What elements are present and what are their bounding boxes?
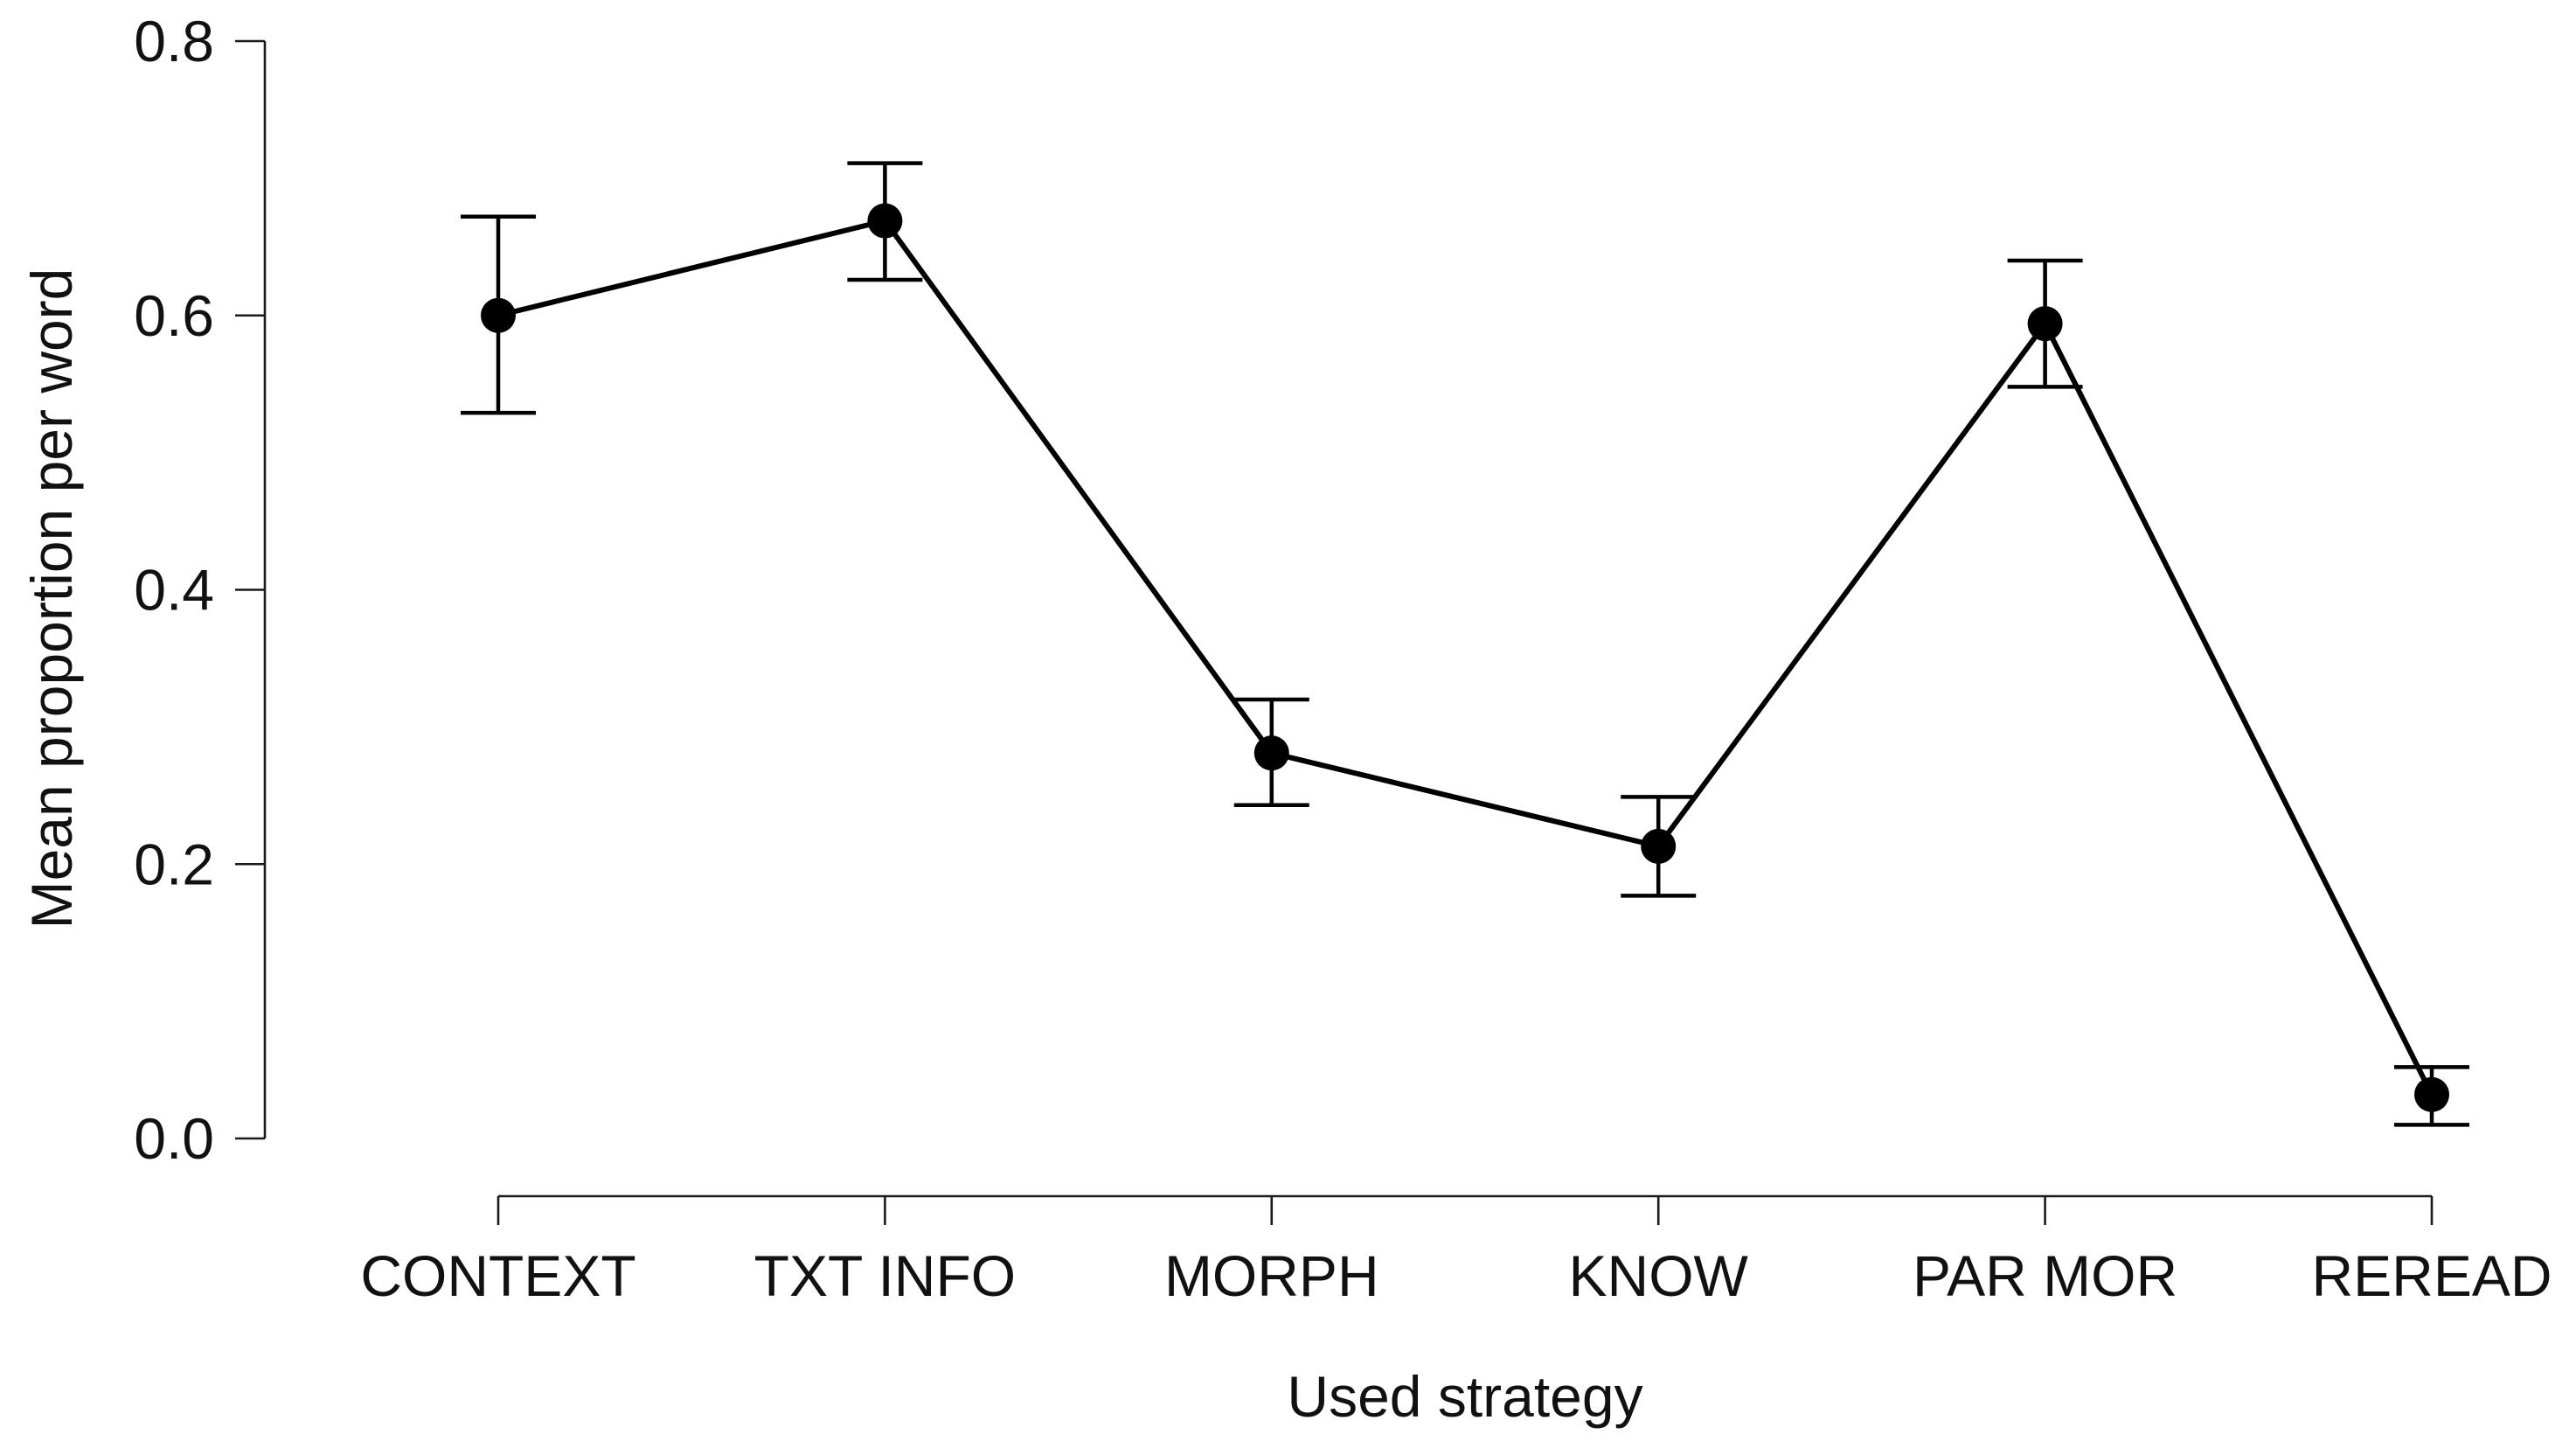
y-tick-label: 0.2 [134, 832, 214, 896]
data-point [867, 203, 903, 239]
x-axis-title: Used strategy [1287, 1364, 1642, 1429]
plot-area [461, 161, 2469, 1127]
x-tick-label: PAR MOR [1913, 1243, 2177, 1308]
data-point [2027, 306, 2063, 342]
data-point [1641, 828, 1677, 864]
y-tick-label: 0.8 [134, 9, 214, 73]
series-line [497, 218, 2434, 1096]
x-tick-label: MORPH [1164, 1243, 1379, 1308]
x-tick-label: CONTEXT [360, 1243, 635, 1308]
y-axis-title: Mean proportion per word [19, 268, 84, 929]
y-axis: 0.0 0.2 0.4 0.6 0.8 [134, 9, 267, 1171]
data-point [481, 297, 516, 333]
data-point [1253, 735, 1289, 771]
y-tick-label: 0.4 [134, 558, 214, 623]
x-tick-label: TXT INFO [754, 1243, 1016, 1308]
x-tick-label: KNOW [1569, 1243, 1749, 1308]
x-tick-label: REREAD [2311, 1243, 2552, 1308]
data-point [2414, 1076, 2449, 1112]
y-tick-label: 0.0 [134, 1106, 214, 1171]
y-tick-label: 0.6 [134, 283, 214, 348]
x-axis: CONTEXT TXT INFO MORPH KNOW PAR MOR REREAD [360, 1194, 2552, 1308]
